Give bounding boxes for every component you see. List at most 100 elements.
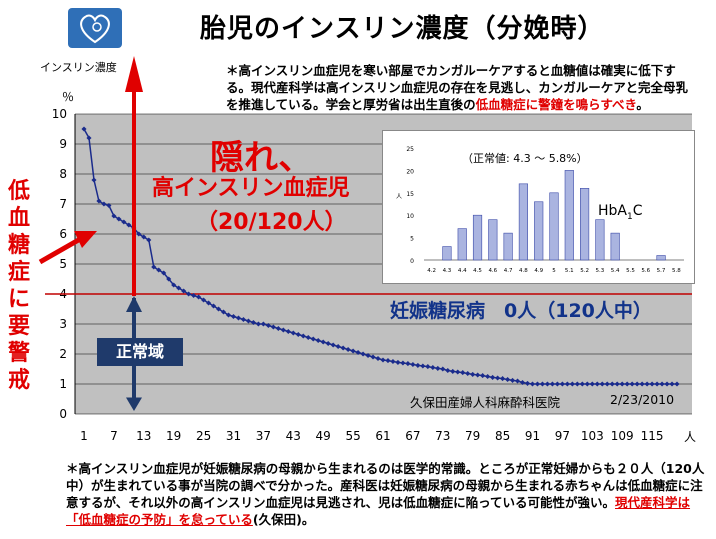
inset-x-tick-label: 5.1 [565, 268, 574, 274]
top-note-text: ＊高インスリン血症児を寒い部屋でカンガルーケアすると血糖値は確実に低下する。現代… [226, 63, 689, 112]
inset-y-tick-label: 0 [410, 258, 414, 265]
data-point [574, 381, 580, 387]
data-point [290, 330, 296, 336]
data-point [400, 360, 406, 366]
normal-range-label: 正常域 [97, 338, 183, 366]
data-point [385, 358, 391, 364]
data-point [420, 363, 426, 369]
data-point [340, 345, 346, 351]
inset-x-tick-label: 4.8 [519, 268, 528, 274]
data-point [529, 381, 536, 387]
x-tick-label: 19 [166, 429, 181, 443]
data-point [280, 327, 286, 333]
data-point [191, 292, 197, 299]
inset-x-tick-label: 4.4 [458, 268, 467, 274]
inset-normal-range: （正常値: 4.3 ～ 5.8%） [462, 152, 588, 165]
data-point [405, 361, 411, 367]
inset-x-tick-label: 5.8 [672, 268, 681, 274]
data-point [315, 337, 321, 344]
inset-x-tick-label: 5 [552, 268, 556, 274]
data-point [470, 371, 476, 377]
data-point [544, 381, 550, 387]
y-tick-label: 1 [59, 377, 67, 391]
data-point [81, 126, 87, 132]
data-point [564, 381, 570, 387]
y-tick-label: 5 [59, 257, 67, 271]
data-point [196, 294, 202, 300]
data-point [345, 346, 351, 353]
data-point [181, 288, 187, 294]
inset-y-tick-label: 20 [406, 168, 414, 175]
y-tick-label: 9 [59, 137, 67, 151]
data-point [211, 303, 217, 309]
data-point [480, 373, 486, 379]
y-axis-label: インスリン濃度 [40, 61, 117, 74]
inset-y-tick-label: 15 [406, 191, 414, 198]
data-point [500, 376, 506, 382]
x-tick-label: 73 [435, 429, 450, 443]
warning-arrow-head [74, 231, 97, 248]
y-tick-label: 0 [59, 407, 67, 421]
data-point [510, 377, 516, 383]
data-point [445, 367, 451, 374]
data-point [430, 364, 436, 371]
navy-arrow-head-down [126, 397, 142, 411]
data-point [594, 381, 600, 387]
gestational-diabetes-label: 妊娠糖尿病 0人（120人中） [390, 300, 652, 322]
data-point [360, 351, 366, 357]
data-point [230, 313, 237, 320]
inset-y-unit: 人 [396, 193, 402, 200]
data-point [310, 336, 316, 342]
data-point [270, 324, 276, 330]
data-point [629, 381, 635, 387]
top-note-highlight: 低血糖症に警鐘を鳴らすべき [475, 97, 637, 112]
data-point [370, 354, 376, 360]
data-point [250, 319, 256, 326]
data-point [455, 369, 461, 375]
inset-x-tick-label: 4.9 [534, 268, 543, 274]
data-point [410, 361, 416, 368]
data-point [156, 267, 162, 273]
hyperinsulinemia-count: （20/120人） [196, 210, 347, 235]
data-point [255, 321, 261, 327]
inset-x-tick-label: 5.4 [611, 268, 620, 274]
data-point [111, 213, 117, 219]
data-point [240, 316, 247, 323]
data-point [450, 368, 456, 374]
data-point [534, 381, 541, 387]
bottom-note: ＊高インスリン血症児が妊娠糖尿病の母親から生まれるのは医学的常識。ところが正常妊… [66, 460, 710, 528]
hyperinsulinemia-label: 高インスリン血症児 [152, 176, 350, 201]
data-point [669, 381, 675, 387]
x-tick-label: 37 [256, 429, 271, 443]
inset-bar [472, 214, 483, 261]
data-point [654, 381, 660, 387]
data-point [599, 381, 605, 387]
data-point [285, 328, 291, 335]
inset-bar [442, 246, 452, 261]
x-tick-label: 67 [405, 429, 420, 443]
data-point [206, 300, 212, 306]
top-note: ＊高インスリン血症児を寒い部屋でカンガルーケアすると血糖値は確実に低下する。現代… [226, 62, 698, 113]
inset-bar [518, 183, 528, 261]
data-point [305, 334, 311, 341]
data-point [519, 379, 526, 386]
data-point [415, 362, 421, 368]
inset-bar [595, 219, 605, 261]
data-point [171, 282, 177, 288]
data-point [330, 342, 336, 348]
data-point [559, 381, 565, 387]
inset-bar [534, 201, 544, 261]
x-tick-label: 91 [525, 429, 540, 443]
x-tick-label: 49 [316, 429, 331, 443]
inset-bar [457, 228, 467, 261]
data-point [225, 312, 232, 318]
data-point [619, 381, 625, 387]
data-point [460, 370, 466, 376]
x-tick-label: 55 [345, 429, 360, 443]
data-point [604, 381, 610, 387]
x-tick-label: 25 [196, 429, 211, 443]
inset-x-tick-label: 4.6 [488, 268, 497, 274]
inset-x-tick-label: 5.5 [626, 268, 635, 274]
data-point [275, 325, 281, 332]
data-point [425, 364, 431, 370]
